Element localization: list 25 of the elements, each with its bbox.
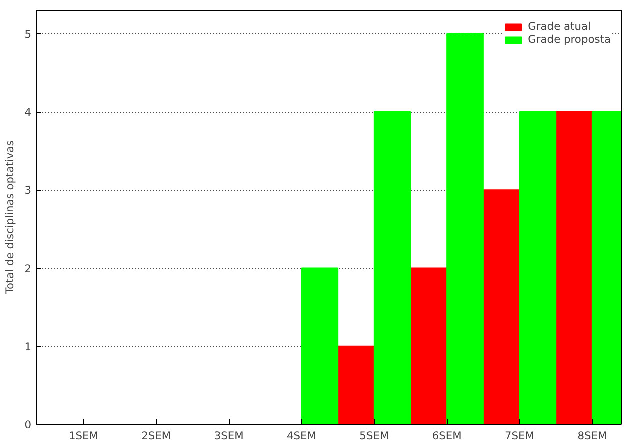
bar: [301, 268, 339, 424]
y-tick-label: 4: [24, 106, 32, 120]
y-tick-label: 1: [24, 340, 32, 354]
y-tick-label: 5: [24, 28, 32, 41]
x-tick-label: 5SEM: [360, 430, 390, 442]
bar: [410, 268, 448, 424]
bar: [519, 112, 557, 424]
x-tick-label: 2SEM: [142, 430, 172, 442]
x-tick-label: 8SEM: [578, 430, 608, 442]
y-tick-label: 0: [24, 418, 32, 432]
bar: [338, 346, 375, 424]
y-axis-title: Total de disciplinas optativas: [4, 140, 17, 296]
x-tick-label: 7SEM: [505, 430, 535, 442]
bar: [556, 112, 593, 424]
x-tick-label: 3SEM: [214, 430, 244, 442]
x-tick-label: 4SEM: [287, 430, 316, 442]
bar: [446, 33, 484, 424]
x-tick-label: 1SEM: [69, 430, 98, 442]
legend-label: Grade proposta: [528, 33, 611, 46]
y-tick-label: 2: [24, 262, 32, 276]
bar: [374, 112, 412, 424]
bar: [482, 190, 520, 424]
x-tick-label: 6SEM: [432, 430, 462, 442]
y-tick-label: 3: [24, 184, 32, 198]
legend-label: Grade atual: [528, 20, 591, 33]
